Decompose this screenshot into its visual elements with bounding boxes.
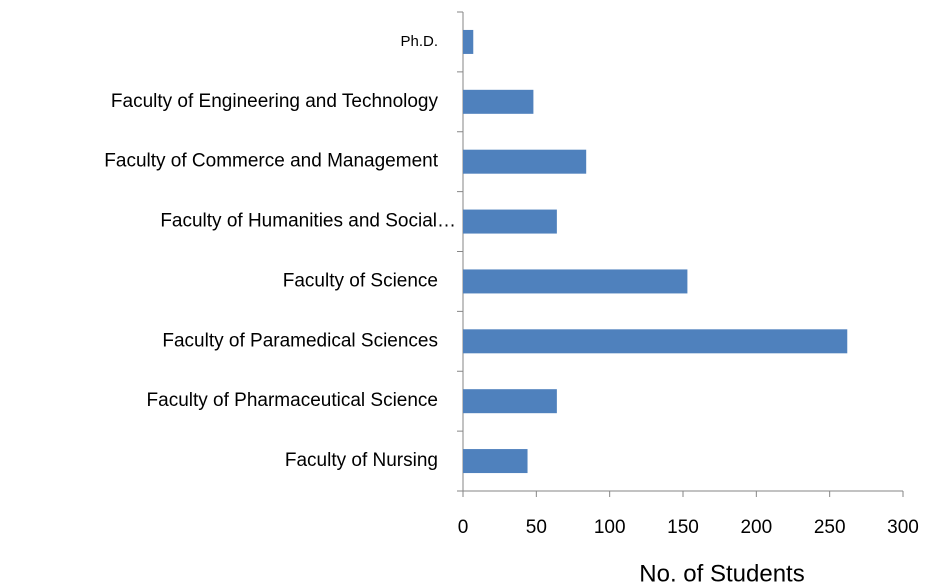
y-tick-label: Ph.D. — [400, 33, 438, 50]
y-tick-label: Faculty of Science — [283, 270, 438, 291]
bar — [463, 209, 557, 234]
x-tick-label: 100 — [594, 517, 626, 538]
bar — [463, 149, 587, 174]
x-tick-label: 0 — [458, 517, 469, 538]
x-tick-label: 150 — [667, 517, 699, 538]
bar — [463, 269, 688, 294]
x-axis-title: No. of Students — [639, 560, 804, 587]
y-tick-label: Faculty of Nursing — [285, 450, 438, 471]
bar — [463, 89, 534, 114]
y-tick-label: Faculty of Commerce and Management — [104, 151, 438, 172]
bar — [463, 449, 528, 474]
y-tick-label: Faculty of Humanities and Social… — [160, 211, 456, 232]
bar — [463, 29, 474, 54]
x-tick-label: 300 — [887, 517, 919, 538]
y-tick-label: Faculty of Pharmaceutical Science — [147, 390, 438, 411]
bar — [463, 389, 557, 414]
y-tick-label: Faculty of Paramedical Sciences — [162, 330, 438, 351]
bar — [463, 329, 848, 354]
x-tick-label: 50 — [526, 517, 547, 538]
x-tick-label: 250 — [814, 517, 846, 538]
y-tick-label: Faculty of Engineering and Technology — [111, 91, 439, 112]
x-tick-label: 200 — [740, 517, 772, 538]
